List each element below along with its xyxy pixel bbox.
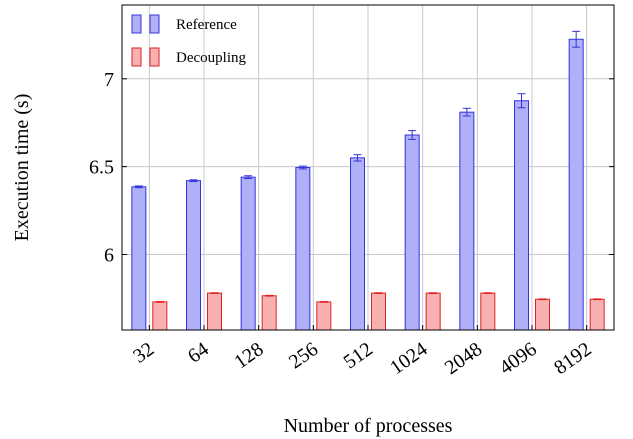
- error-bar-decoupling-64: [210, 292, 219, 294]
- bar-reference-4096: [514, 100, 529, 331]
- bar-reference-32: [131, 186, 147, 331]
- grid-layer: [122, 5, 614, 330]
- error-bar-decoupling-512: [374, 292, 383, 294]
- bar-reference-1024: [404, 134, 420, 331]
- bar-reference-128: [240, 176, 256, 331]
- bar-reference-8192: [568, 38, 584, 331]
- error-bar-reference-2048: [462, 107, 471, 117]
- legend-label-reference: Reference: [176, 17, 237, 33]
- x-tick-label-64: 64: [184, 338, 213, 367]
- legend-swatch-reference-b: [149, 14, 160, 34]
- error-bar-decoupling-1024: [429, 292, 438, 294]
- y-tick-label-6.5: 6.5: [89, 157, 114, 179]
- legend-label-decoupling: Decoupling: [176, 50, 246, 66]
- x-tick-label-128: 128: [230, 338, 267, 373]
- legend: Reference Decoupling: [131, 14, 246, 67]
- bar-decoupling-256: [316, 301, 332, 331]
- error-bar-decoupling-4096: [538, 298, 547, 301]
- x-tick-label-8192: 8192: [550, 338, 595, 379]
- bar-reference-2048: [459, 111, 475, 331]
- y-tick-label-7: 7: [104, 69, 114, 91]
- error-bar-reference-256: [298, 165, 307, 170]
- error-bar-decoupling-8192: [593, 298, 602, 301]
- x-axis-label: Number of processes: [284, 415, 453, 437]
- bar-decoupling-32: [152, 301, 168, 331]
- y-tick-label-6: 6: [104, 244, 114, 266]
- x-tick-label-2048: 2048: [441, 338, 486, 379]
- bar-decoupling-1024: [425, 292, 441, 331]
- x-tick-label-1024: 1024: [386, 338, 431, 379]
- error-bar-reference-32: [134, 185, 143, 189]
- x-tick-label-32: 32: [129, 338, 158, 367]
- bar-decoupling-512: [371, 292, 386, 331]
- x-tick-label-4096: 4096: [495, 338, 540, 379]
- y-axis-label: Execution time (s): [11, 94, 33, 242]
- error-bar-reference-512: [353, 154, 362, 162]
- bar-decoupling-64: [207, 292, 222, 331]
- legend-item-reference: Reference: [131, 14, 237, 34]
- bar-decoupling-128: [261, 295, 277, 331]
- error-bar-reference-64: [189, 179, 198, 183]
- legend-swatch-reference-a: [131, 14, 142, 34]
- x-tick-label-512: 512: [340, 338, 377, 373]
- legend-swatch-decoupling-a: [131, 47, 142, 67]
- bar-decoupling-8192: [589, 298, 605, 331]
- error-bar-reference-1024: [408, 130, 417, 140]
- error-bar-decoupling-2048: [483, 292, 492, 294]
- bar-reference-64: [186, 180, 201, 331]
- bar-decoupling-2048: [480, 292, 496, 331]
- error-bar-decoupling-256: [319, 301, 328, 303]
- error-bar-reference-128: [244, 175, 253, 180]
- x-tick-label-256: 256: [285, 338, 322, 373]
- error-bar-decoupling-32: [155, 301, 164, 303]
- bars-layer: [131, 30, 605, 331]
- error-bar-reference-8192: [572, 30, 581, 48]
- bar-reference-512: [350, 157, 365, 331]
- bar-reference-256: [295, 167, 311, 331]
- error-bar-reference-4096: [517, 93, 526, 109]
- legend-swatch-decoupling-b: [149, 47, 160, 67]
- bar-decoupling-4096: [535, 298, 550, 331]
- legend-item-decoupling: Decoupling: [131, 47, 246, 67]
- error-bar-decoupling-128: [265, 294, 274, 297]
